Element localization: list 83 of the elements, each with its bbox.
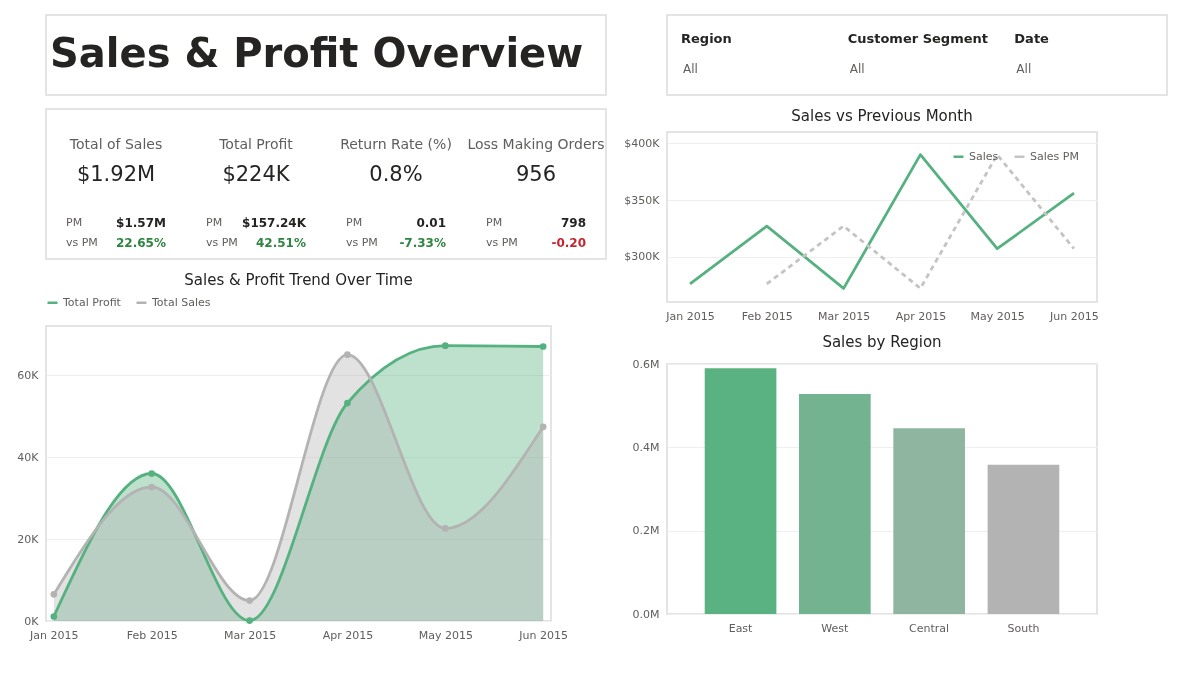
x-tick-label: Feb 2015 — [126, 628, 178, 642]
y-tick-label: 0.4M — [632, 440, 660, 454]
text: 0.8% — [369, 162, 423, 186]
bar — [893, 428, 965, 614]
line-series — [688, 153, 1076, 290]
x-tick-label: Jan 2015 — [665, 309, 715, 323]
line-series — [765, 153, 1076, 290]
point — [441, 342, 449, 350]
category-label: Total of Sales — [68, 136, 163, 152]
point — [344, 399, 351, 407]
x-tick-label: Central — [909, 621, 950, 635]
y-tick-label: 0K — [24, 614, 40, 628]
category-label: Region — [681, 31, 732, 46]
point — [539, 343, 547, 350]
x-tick-label: West — [821, 621, 850, 635]
text: 0.01 — [416, 216, 446, 230]
point — [50, 613, 58, 620]
x-tick-label: Feb 2015 — [741, 309, 793, 323]
x-tick-label: Jan 2015 — [29, 628, 79, 642]
text: Sales & Profit Overview — [50, 30, 584, 76]
x-tick-label: Jun 2015 — [1049, 309, 1099, 323]
y-tick-label: 40K — [17, 450, 40, 464]
text: 798 — [560, 216, 586, 230]
text: PM — [206, 216, 223, 229]
bar — [987, 464, 1060, 614]
x-tick-label: Jun 2015 — [518, 628, 569, 642]
y-tick-label: 0.6M — [632, 357, 660, 371]
text: All — [1016, 62, 1032, 76]
x-tick-label: South — [1007, 621, 1040, 635]
y-tick-label: 0.2M — [632, 524, 660, 538]
legend-label: Sales — [969, 149, 999, 163]
text: -0.20 — [551, 236, 586, 250]
text: 956 — [515, 162, 557, 186]
x-tick-label: Apr 2015 — [895, 309, 947, 323]
y-tick-label: 60K — [17, 368, 40, 382]
x-tick-label: Mar 2015 — [223, 628, 277, 642]
text: 22.65% — [116, 236, 166, 250]
category-label: Return Rate (%) — [340, 136, 452, 152]
text: PM — [486, 216, 503, 229]
point — [50, 591, 58, 598]
text: vs PM — [66, 236, 98, 249]
text: vs PM — [346, 236, 378, 249]
x-tick-label: Apr 2015 — [322, 628, 374, 642]
text: vs PM — [206, 236, 238, 249]
chart-title: Sales by Region — [822, 333, 942, 351]
legend-label: Sales PM — [1030, 149, 1079, 163]
category-label: Date — [1014, 31, 1050, 46]
point — [246, 617, 253, 624]
text: $1.92M — [76, 162, 156, 186]
point — [246, 597, 253, 604]
bar — [704, 368, 777, 614]
legend-label: Total Sales — [151, 295, 211, 309]
text: PM — [346, 216, 363, 229]
text: $157.24K — [242, 216, 307, 230]
text: $1.57M — [116, 216, 166, 230]
y-tick-label: $350K — [624, 193, 661, 207]
x-tick-label: May 2015 — [970, 309, 1025, 323]
point — [344, 351, 351, 359]
text: All — [849, 62, 865, 76]
point — [441, 525, 449, 532]
text: -7.33% — [399, 236, 446, 250]
text: 42.51% — [256, 236, 306, 250]
x-tick-label: Mar 2015 — [817, 309, 871, 323]
point — [148, 470, 156, 477]
category-label: Total Profit — [218, 136, 294, 152]
point — [148, 483, 156, 491]
x-tick-label: East — [728, 621, 754, 635]
legend-label: Total Profit — [62, 295, 122, 309]
point — [539, 423, 547, 431]
x-tick-label: May 2015 — [418, 628, 473, 642]
bar — [799, 394, 871, 614]
y-tick-label: 20K — [17, 532, 40, 546]
y-tick-label: $400K — [624, 136, 661, 150]
category-label: Customer Segment — [847, 31, 988, 46]
text: vs PM — [486, 236, 518, 249]
chart-title: Sales vs Previous Month — [791, 107, 973, 125]
text: $224K — [222, 162, 291, 186]
text: All — [683, 62, 698, 76]
y-tick-label: 0.0M — [632, 607, 660, 621]
y-tick-label: $300K — [624, 250, 661, 264]
category-label: Loss Making Orders — [467, 136, 605, 152]
chart-title: Sales & Profit Trend Over Time — [184, 271, 413, 289]
text: PM — [66, 216, 83, 229]
